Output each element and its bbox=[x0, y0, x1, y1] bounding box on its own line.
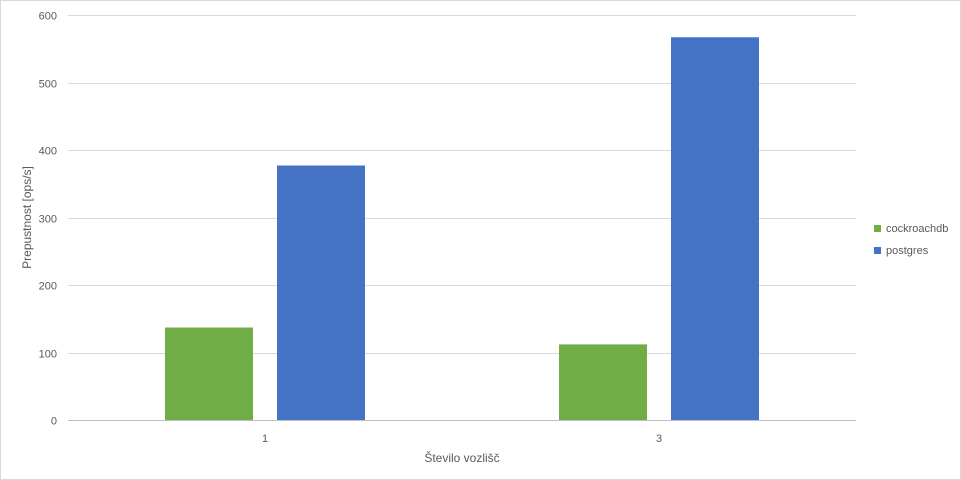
bar-cockroachdb-1 bbox=[165, 327, 253, 420]
bar-postgres-3 bbox=[671, 37, 759, 421]
y-tick-label: 100 bbox=[39, 349, 57, 361]
x-tick-label: 3 bbox=[656, 433, 662, 445]
legend: cockroachdb postgres bbox=[874, 223, 948, 257]
legend-swatch-cockroachdb bbox=[874, 225, 881, 232]
y-axis-title: Prepustnost [ops/s] bbox=[20, 166, 34, 269]
legend-label-cockroachdb: cockroachdb bbox=[886, 223, 948, 235]
x-tick-label: 1 bbox=[262, 433, 268, 445]
y-tick-label: 400 bbox=[39, 146, 57, 158]
y-tick-label: 300 bbox=[39, 214, 57, 226]
legend-swatch-postgres bbox=[874, 247, 881, 254]
bars bbox=[165, 37, 759, 421]
y-tick-label: 0 bbox=[51, 416, 57, 428]
y-tick-label: 200 bbox=[39, 281, 57, 293]
bar-cockroachdb-3 bbox=[559, 344, 647, 420]
y-tick-label: 600 bbox=[39, 11, 57, 23]
legend-label-postgres: postgres bbox=[886, 245, 929, 257]
y-tick-label: 500 bbox=[39, 79, 57, 91]
bar-postgres-1 bbox=[277, 165, 365, 420]
y-axis-ticks: 0 100 200 300 400 500 600 bbox=[39, 11, 57, 428]
x-axis-title: Število vozlišč bbox=[424, 450, 499, 465]
